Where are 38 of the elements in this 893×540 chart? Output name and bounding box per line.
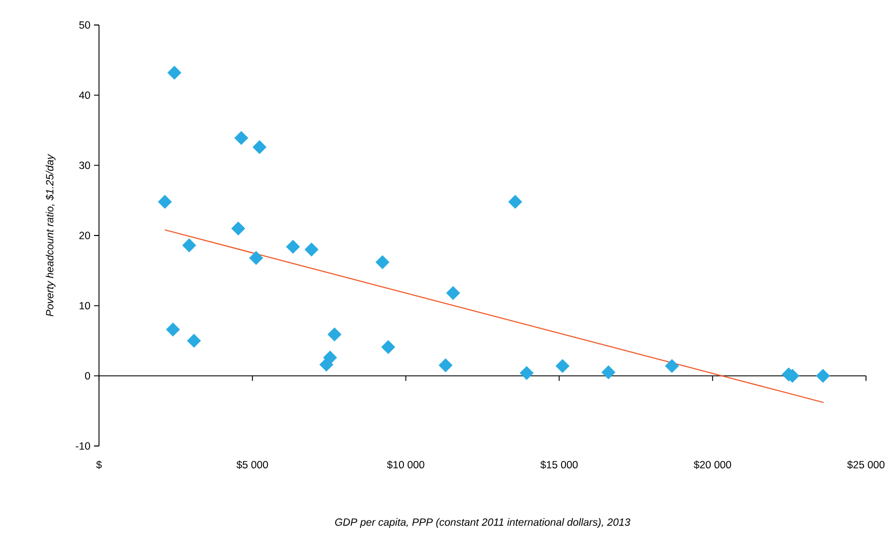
x-tick-label: $25 000 <box>847 460 884 469</box>
point <box>375 255 390 270</box>
point <box>601 365 616 380</box>
x-tick-label: $5 000 <box>236 460 268 469</box>
point <box>438 358 453 372</box>
y-tick-label: 20 <box>79 232 90 240</box>
point <box>286 240 300 254</box>
point <box>381 340 396 354</box>
point <box>319 358 334 372</box>
point <box>167 66 182 80</box>
x-tick-label: $10 000 <box>387 460 424 469</box>
point <box>231 221 246 236</box>
point <box>182 238 196 252</box>
y-axis-title: Poverty headcount ratio, $1.25/day <box>46 154 56 316</box>
point <box>446 286 460 300</box>
point <box>816 368 830 383</box>
point <box>166 322 180 337</box>
y-tick-label: 0 <box>85 372 90 380</box>
y-tick-label: 10 <box>80 302 90 310</box>
point <box>328 327 342 342</box>
x-tick-label: $15 000 <box>540 460 578 469</box>
x-axis-title: GDP per capita, PPP (constant 2011 international dollars), 2013 <box>335 518 630 528</box>
y-tick-label: -10 <box>76 442 90 450</box>
point <box>158 194 172 209</box>
x-tick-label: $20 000 <box>694 460 732 469</box>
point <box>249 250 264 265</box>
y-tick-label: 40 <box>79 91 90 99</box>
point <box>520 366 534 380</box>
point <box>556 359 570 373</box>
point <box>186 334 201 348</box>
point <box>252 140 267 154</box>
y-tick-label: 30 <box>79 162 90 170</box>
point <box>304 242 319 257</box>
point <box>234 130 248 145</box>
x-tick-label: $ <box>96 460 102 469</box>
point <box>664 359 679 373</box>
y-tick-label: 50 <box>79 21 90 29</box>
point <box>508 194 522 209</box>
